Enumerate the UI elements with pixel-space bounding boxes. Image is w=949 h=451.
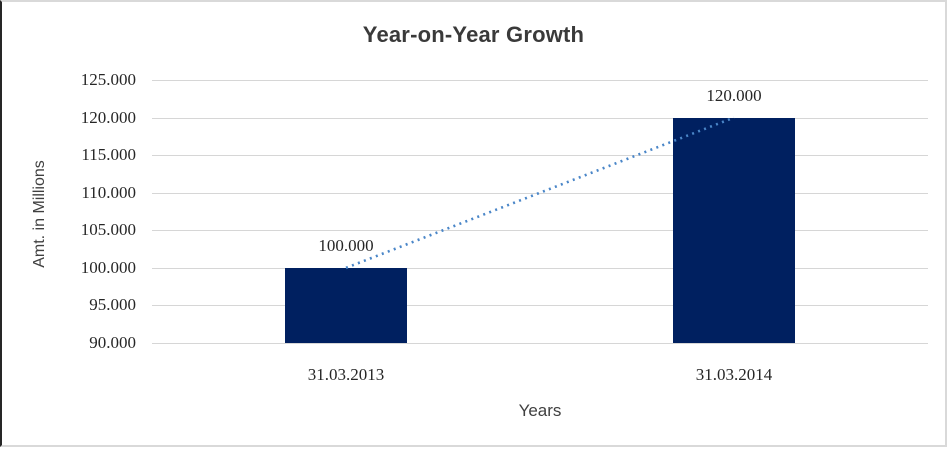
- y-axis-title: Amt. in Millions: [31, 160, 48, 268]
- y-axis-tick-label: 110.000: [81, 182, 136, 202]
- chart-title: Year-on-Year Growth: [362, 22, 585, 47]
- plot-area: 100.000 120.000: [152, 80, 928, 344]
- bar-31.03.2014: [673, 117, 795, 343]
- gridline: [152, 267, 928, 269]
- gridline: [152, 305, 928, 307]
- gridline: [152, 155, 928, 157]
- x-axis-category-label: 31.03.2014: [695, 365, 773, 384]
- x-axis-title: Years: [518, 401, 562, 420]
- bar-31.03.2013: [285, 267, 407, 343]
- gridline: [152, 343, 928, 344]
- y-axis-tick-label: 120.000: [80, 107, 136, 127]
- gridline: [152, 230, 928, 232]
- y-axis-tick-label: 125.000: [80, 70, 136, 89]
- trendline-segment: [345, 116, 735, 270]
- y-axis-tick-label: 90.000: [89, 333, 136, 352]
- y-axis-tick-label: 95.000: [89, 295, 136, 315]
- y-axis-tick-label: 105.000: [80, 220, 136, 240]
- gridline: [152, 117, 928, 119]
- y-axis-tick-label: 115.000: [81, 145, 136, 165]
- gridline: [152, 192, 928, 194]
- y-axis-tick-label: 100.000: [80, 257, 136, 277]
- x-axis-category-label: 31.03.2013: [307, 365, 385, 384]
- bar-value-label: 120.000: [706, 85, 762, 105]
- gridline: [152, 80, 928, 81]
- bar-value-label: 100.000: [318, 235, 374, 255]
- trendline: [345, 116, 735, 270]
